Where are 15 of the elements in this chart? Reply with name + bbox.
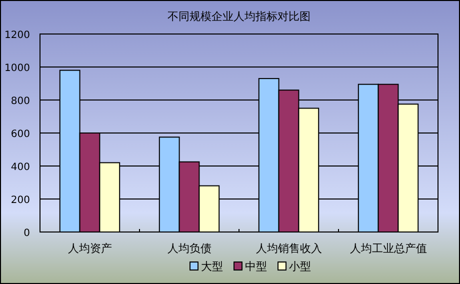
x-tick-label: 人均资产	[68, 242, 112, 255]
y-tick-label: 1200	[4, 30, 30, 41]
y-tick-label: 800	[10, 96, 30, 107]
y-tick-label: 1000	[4, 63, 30, 74]
y-tick-label: 600	[10, 129, 30, 140]
legend-label: 小型	[289, 260, 311, 273]
y-tick-label: 0	[24, 228, 30, 239]
legend-label: 大型	[201, 260, 223, 273]
x-tick-label: 人均销售收入	[256, 242, 322, 255]
x-tick-label: 人均工业总产值	[350, 242, 427, 255]
y-tick-label: 200	[10, 195, 30, 206]
chart-title: 不同规模企业人均指标对比图	[168, 10, 310, 23]
y-tick-label: 400	[10, 162, 30, 173]
x-tick-label: 人均负债	[167, 242, 212, 255]
legend-label: 中型	[245, 260, 267, 273]
